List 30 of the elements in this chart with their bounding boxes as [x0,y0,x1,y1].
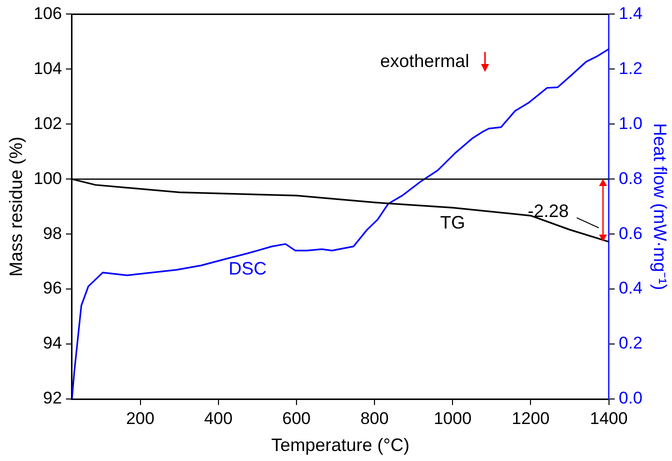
y2-tick-label: 0.0 [618,388,642,408]
y-tick-label: 106 [34,4,62,23]
y-tick-label: 92 [43,388,62,408]
y-tick-label: 100 [34,168,62,188]
x-tick-label: 1000 [434,408,472,428]
annotation: exothermal [380,51,470,72]
y2-axis-title: Heat flow (mW·mg⁻¹) [650,123,670,290]
y-tick-label: 104 [34,58,62,78]
y-tick-label: 96 [43,278,62,298]
y2-tick-label: 1.2 [618,58,642,78]
y2-tick-label: 0.2 [618,334,642,353]
x-tick-label: 1200 [512,408,550,428]
annotation: -2.28 [528,200,569,221]
y2-tick-label: 0.4 [618,278,642,298]
x-tick-label: 400 [204,408,233,428]
y2-tick-label: 1.4 [618,4,642,23]
x-tick-label: 200 [126,408,154,428]
y-tick-label: 94 [43,334,62,353]
x-tick-label: 1400 [590,408,628,428]
y2-tick-label: 0.6 [618,224,642,243]
series-label: TG [440,212,466,233]
x-tick-label: 600 [282,408,311,428]
y-tick-label: 98 [43,224,62,243]
y2-tick-label: 1.0 [618,114,642,133]
x-axis-title: Temperature (°C) [271,435,410,456]
y-tick-label: 102 [34,114,62,133]
y-axis-title: Mass residue (%) [6,136,26,277]
x-tick-label: 800 [360,408,389,428]
y2-tick-label: 0.8 [618,168,642,188]
series-label: DSC [228,258,267,278]
